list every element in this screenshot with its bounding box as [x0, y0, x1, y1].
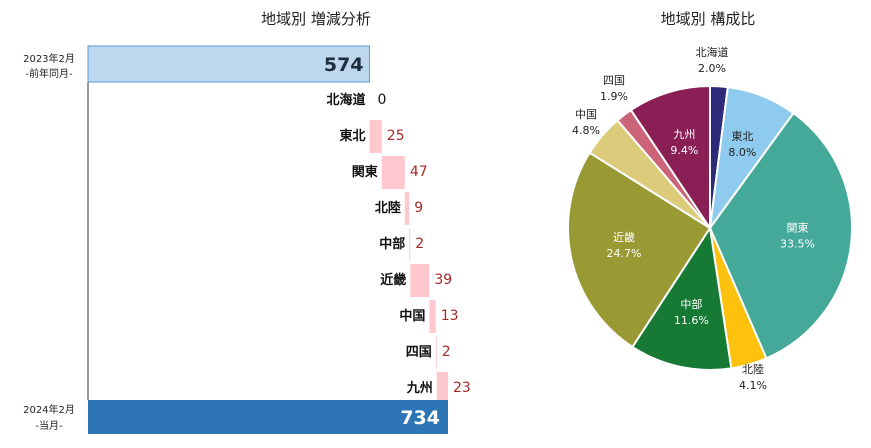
end-label-line2: -当月- [35, 419, 63, 432]
increase-bar [404, 192, 410, 225]
increase-bar [369, 120, 382, 153]
end-total-bar [88, 400, 448, 434]
start-total-bar [87, 45, 371, 83]
category-label: 中部 [379, 236, 405, 252]
increase-value: 0 [378, 92, 387, 108]
start-label-line2: -前年同月- [25, 67, 73, 80]
start-total-value: 574 [324, 54, 364, 76]
pie-slice-value: 8.0% [728, 146, 756, 159]
pie-slice-label: 北陸 [742, 363, 764, 376]
pie-slice-label: 中部 [680, 297, 702, 311]
pie-slice-label: 四国 [603, 74, 625, 87]
category-label: 九州 [406, 381, 433, 396]
increase-value: 13 [441, 308, 459, 324]
end-total-value: 734 [400, 407, 440, 429]
end-label-line1: 2024年2月 [23, 403, 75, 416]
increase-value: 2 [442, 344, 451, 360]
category-label: 四国 [406, 345, 432, 360]
increase-bar [381, 156, 405, 189]
pie-slice [567, 151, 712, 349]
pie-slice-value: 4.8% [572, 124, 600, 137]
pie-slice [708, 111, 853, 360]
category-label: 北海道 [327, 92, 366, 108]
pie-slice-label: 関東 [787, 222, 809, 235]
pie-slice-value: 4.1% [739, 379, 767, 392]
pie-slice-value: 2.0% [698, 62, 726, 75]
increase-value: 25 [387, 128, 405, 144]
pie-slice-value: 24.7% [607, 247, 642, 260]
pie-slice-value: 33.5% [780, 238, 815, 251]
increase-value: 2 [415, 236, 424, 252]
increase-value: 23 [453, 380, 471, 396]
category-label: 中国 [399, 308, 425, 324]
increase-bar [429, 300, 436, 333]
increase-bar [410, 264, 430, 297]
pie-slice-label: 近畿 [613, 230, 635, 244]
waterfall-chart: 574 北海道 0 東北 25 関東 47 北陸 9 中部 2 近畿 39 中国 13 四国 2 九州 23 734 [87, 45, 471, 434]
increase-value: 39 [434, 272, 452, 288]
pie-chart: 北海道 2.0% 東北 8.0% 関東 33.5% 北陸 4.1% 中部 11.6% 近畿 24.7%… [567, 45, 853, 392]
category-label: 北陸 [375, 200, 401, 216]
start-label-line1: 2023年2月 [23, 52, 75, 65]
pie-slice-value: 9.4% [670, 144, 698, 157]
category-label: 近畿 [380, 272, 406, 288]
category-label: 東北 [340, 128, 366, 144]
pie-slice [631, 225, 733, 371]
increase-value: 9 [414, 200, 423, 216]
pie-title: 地域別 構成比 [661, 10, 756, 28]
pie-slice-value: 1.9% [600, 90, 628, 103]
increase-bar [436, 372, 448, 405]
increase-bar [409, 228, 411, 261]
increase-bar [435, 336, 437, 369]
pie-slice [629, 84, 711, 232]
pie-slice-label: 北海道 [696, 45, 729, 59]
waterfall-title: 地域別 増減分析 [261, 10, 371, 28]
pie-slice-value: 11.6% [674, 314, 709, 327]
pie-slice-label: 東北 [731, 130, 753, 143]
increase-value: 47 [410, 164, 428, 180]
pie-slice-label: 中国 [575, 108, 597, 121]
pie-slice-label: 九州 [673, 128, 695, 141]
category-label: 関東 [352, 164, 378, 180]
